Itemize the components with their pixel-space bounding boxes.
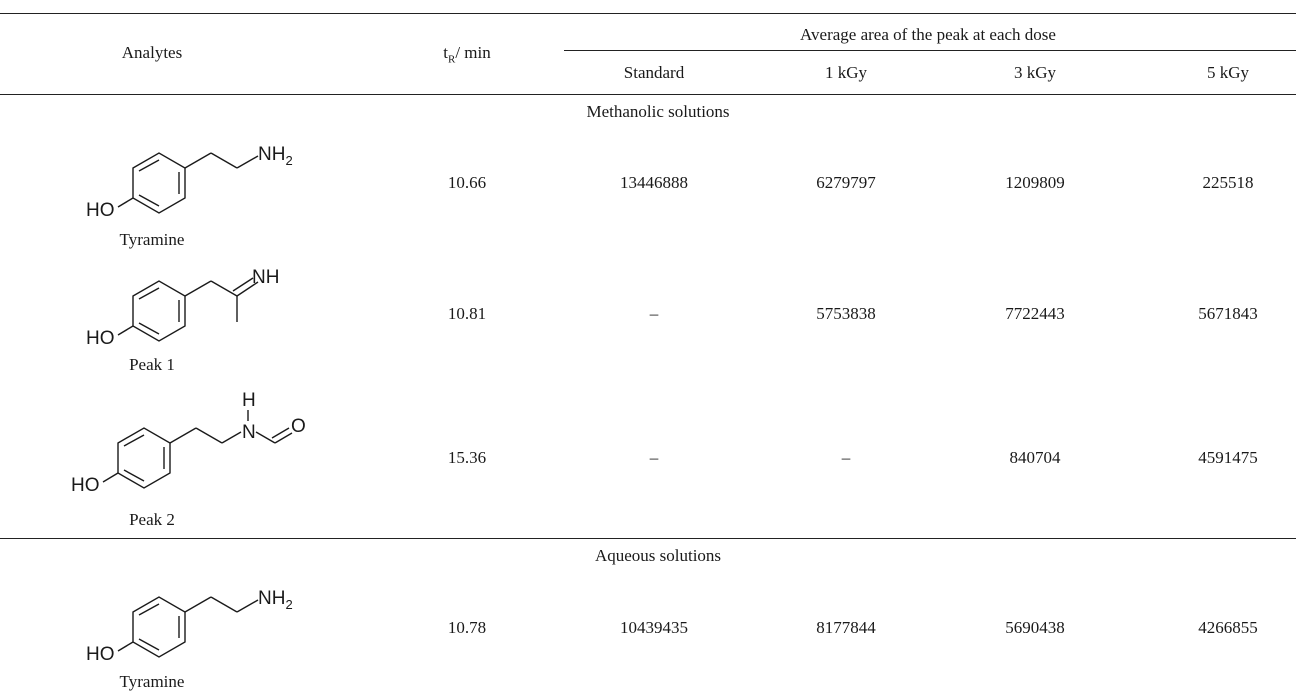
area-3kgy: 7722443	[1005, 304, 1065, 324]
tyramine-structure: NH2 HO	[80, 128, 320, 243]
peak2-structure: H N O HO	[65, 388, 345, 513]
svg-text:NH2: NH2	[258, 144, 293, 168]
area-5kgy: 225518	[1203, 173, 1254, 193]
area-3kgy: 5690438	[1005, 618, 1065, 638]
col-header-retention-time: tR/ min	[443, 43, 491, 65]
area-standard: 13446888	[620, 173, 688, 193]
area-1kgy: 5753838	[816, 304, 876, 324]
retention-time: 10.66	[448, 173, 486, 193]
header-bottom-rule	[0, 94, 1296, 95]
retention-time: 15.36	[448, 448, 486, 468]
area-1kgy: 8177844	[816, 618, 876, 638]
svg-text:NH2: NH2	[258, 588, 293, 612]
analyte-name: Tyramine	[120, 230, 185, 250]
svg-text:NH: NH	[252, 267, 279, 288]
retention-time: 10.81	[448, 304, 486, 324]
col-header-1kgy: 1 kGy	[825, 63, 867, 83]
area-5kgy: 4266855	[1198, 618, 1258, 638]
section-label-methanolic: Methanolic solutions	[586, 102, 729, 122]
retention-time: 10.78	[448, 618, 486, 638]
area-1kgy: 6279797	[816, 173, 876, 193]
svg-text:HO: HO	[86, 328, 115, 349]
top-rule	[0, 13, 1296, 14]
col-header-analytes: Analytes	[122, 43, 182, 63]
area-5kgy: 4591475	[1198, 448, 1258, 468]
svg-text:O: O	[291, 416, 306, 437]
svg-text:HO: HO	[86, 200, 115, 221]
area-1kgy: –	[842, 448, 851, 468]
section-divider-rule	[0, 538, 1296, 539]
area-standard: –	[650, 448, 659, 468]
svg-text:HO: HO	[86, 644, 115, 665]
analyte-name: Peak 2	[129, 510, 175, 530]
area-standard: –	[650, 304, 659, 324]
svg-text:H: H	[242, 390, 256, 411]
svg-text:HO: HO	[71, 475, 100, 496]
col-header-3kgy: 3 kGy	[1014, 63, 1056, 83]
area-3kgy: 840704	[1010, 448, 1061, 468]
peak1-structure: NH HO	[80, 256, 320, 371]
analyte-name: Peak 1	[129, 355, 175, 375]
svg-text:N: N	[242, 422, 256, 443]
col-group-header: Average area of the peak at each dose	[800, 25, 1056, 45]
section-label-aqueous: Aqueous solutions	[595, 546, 721, 566]
tyramine-structure: NH2 HO	[80, 572, 320, 677]
col-header-standard: Standard	[624, 63, 684, 83]
analyte-name: Tyramine	[120, 672, 185, 692]
group-underline	[564, 50, 1296, 51]
area-standard: 10439435	[620, 618, 688, 638]
col-header-5kgy: 5 kGy	[1207, 63, 1249, 83]
area-5kgy: 5671843	[1198, 304, 1258, 324]
area-3kgy: 1209809	[1005, 173, 1065, 193]
